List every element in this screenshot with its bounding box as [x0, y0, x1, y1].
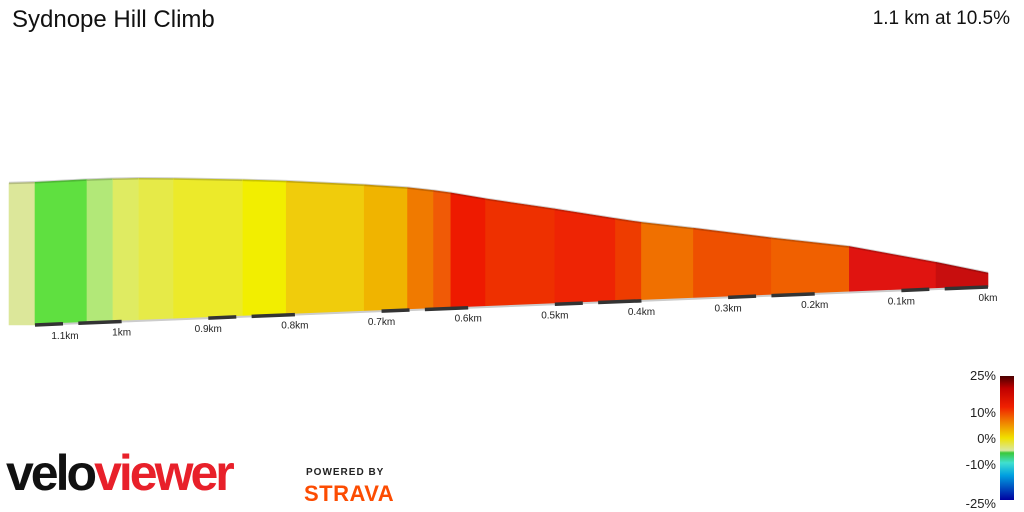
gradient-segment: [86, 178, 114, 324]
gradient-scale-label: 0%: [977, 431, 996, 446]
distance-interval-bar: [944, 285, 989, 291]
distance-tick-bar: [381, 308, 410, 313]
distance-tick-label: 0.3km: [714, 303, 741, 314]
gradient-segment: [407, 187, 434, 311]
gradient-segment: [34, 179, 88, 326]
profile-top-edge: [34, 178, 88, 184]
distance-tick-bar: [554, 301, 583, 307]
gradient-segment: [433, 190, 452, 310]
profile-top-edge: [8, 181, 36, 185]
profile-top-edge: [693, 226, 772, 240]
profile-top-edge: [450, 191, 486, 201]
powered-by-label: POWERED BY: [306, 467, 385, 478]
gradient-segment: [138, 178, 174, 322]
distance-tick-bar: [901, 287, 930, 293]
gradient-segment: [485, 198, 556, 308]
distance-interval-bar: [251, 312, 295, 319]
distance-tick-label: 0.8km: [281, 321, 308, 332]
gradient-scale-label: 10%: [969, 405, 996, 420]
distance-tick-label: 0.7km: [368, 317, 395, 328]
gradient-segment: [641, 222, 694, 302]
distance-interval-bar: [78, 319, 122, 326]
profile-top-edge: [433, 189, 452, 195]
gradient-segment: [363, 184, 408, 313]
profile-top-edge: [615, 217, 642, 224]
distance-tick-bar: [728, 294, 757, 300]
gradient-segment: [615, 218, 642, 303]
profile-top-edge: [935, 261, 989, 275]
distance-tick-label: 0.2km: [801, 300, 828, 311]
profile-top-edge: [641, 221, 694, 230]
profile-top-edge: [485, 197, 555, 211]
distance-interval-bar: [771, 292, 815, 298]
veloviewer-logo[interactable]: veloviewer: [6, 445, 235, 501]
distance-tick-label: 0km: [979, 293, 998, 304]
distance-interval-bar: [424, 305, 469, 312]
distance-interval-bar: [598, 299, 642, 305]
gradient-color-scale: [1000, 376, 1014, 500]
distance-tick-label: 0.4km: [628, 307, 655, 318]
gradient-segment: [173, 178, 244, 320]
logo-velo: velo: [6, 445, 97, 501]
profile-top-edge: [849, 245, 937, 264]
logo-viewer: viewer: [94, 445, 235, 501]
profile-top-edge: [86, 177, 114, 181]
elevation-profile-chart: 1.1km 1km 0.9km 0.8km 0.7km 0.6km 0.5km 0.4km 0.…: [8, 177, 998, 342]
profile-top-edge: [554, 207, 616, 220]
gradient-segment: [693, 227, 772, 300]
gradient-scale-label: -25%: [965, 496, 996, 511]
profile-top-edge: [771, 236, 850, 248]
profile-top-edge: [173, 177, 243, 182]
gradient-scale-label: 25%: [969, 368, 996, 383]
gradient-segment: [242, 179, 287, 318]
segment-summary: 1.1 km at 10.5%: [872, 8, 1010, 29]
distance-tick-label: 0.6km: [455, 314, 482, 325]
profile-top-edge: [242, 178, 287, 183]
gradient-segment: [450, 192, 486, 309]
distance-tick-bar: [208, 315, 237, 320]
profile-top-edge: [286, 179, 365, 187]
distance-axis: [34, 286, 989, 326]
profile-top-edge: [407, 186, 434, 192]
gradient-segment: [112, 178, 140, 323]
profile-top-edge: [364, 183, 408, 189]
gradient-segment: [8, 181, 36, 326]
distance-tick-label: 0.5km: [541, 310, 568, 321]
gradient-segment: [285, 180, 365, 316]
distance-tick-label: 1.1km: [51, 331, 78, 342]
distance-tick-bar: [34, 322, 64, 327]
distance-tick-label: 1km: [112, 328, 131, 339]
gradient-segment: [935, 261, 989, 290]
strava-logo[interactable]: STRAVA: [304, 481, 395, 506]
distance-tick-label: 0.9km: [195, 324, 222, 335]
distance-tick-label: 0.1km: [888, 296, 915, 307]
gradient-segment: [554, 208, 616, 305]
gradient-scale-label: -10%: [965, 457, 996, 472]
segment-title: Sydnope Hill Climb: [12, 6, 215, 33]
